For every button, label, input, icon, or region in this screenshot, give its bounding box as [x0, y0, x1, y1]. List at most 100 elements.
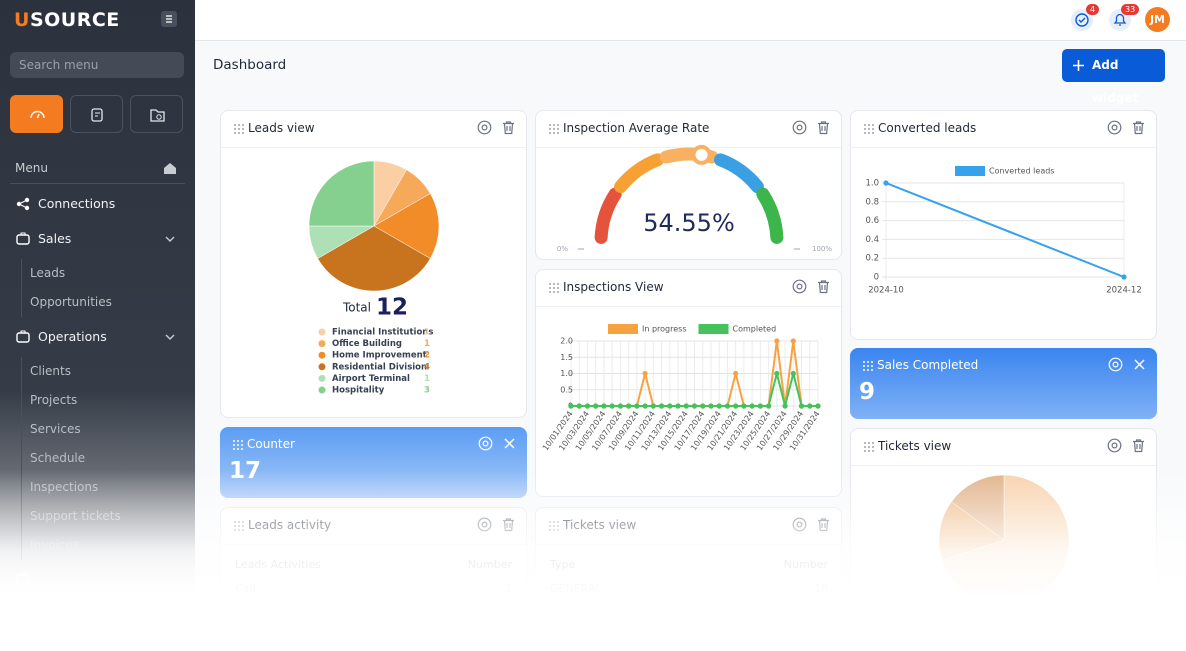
widget-actions — [1107, 438, 1146, 457]
widget-value: 9 — [859, 379, 876, 405]
widget-card: Converted leads — [850, 110, 1157, 340]
drag-handle[interactable] — [548, 282, 560, 294]
delete-icon[interactable] — [816, 279, 831, 294]
add-widget-label: Add widget — [1092, 58, 1139, 105]
delete-icon[interactable] — [1131, 438, 1146, 453]
notifications-badge: 33 — [1121, 4, 1140, 15]
tasks-icon[interactable] — [1070, 8, 1094, 32]
drag-handle[interactable] — [863, 123, 875, 135]
sales-icon — [16, 232, 30, 245]
widget-actions — [792, 517, 831, 536]
table-cell: 18 — [814, 582, 828, 595]
table-cell: GENERAL — [550, 582, 602, 595]
drag-handle[interactable] — [548, 123, 560, 135]
drag-handle[interactable] — [233, 520, 245, 532]
submenu-item[interactable]: Opportunities — [30, 295, 112, 309]
settings-icon[interactable] — [792, 517, 807, 532]
widget-card: Tickets view — [850, 428, 1157, 628]
widget-actions — [477, 517, 516, 536]
submenu-item[interactable]: Inspections — [30, 480, 99, 494]
settings-icon[interactable] — [478, 436, 493, 451]
chevron[interactable] — [164, 233, 176, 245]
widget-title: Tickets view — [878, 439, 952, 453]
menu-item[interactable]: Operations — [38, 329, 107, 344]
reports-button[interactable] — [70, 95, 123, 133]
widget-title: Leads activity — [248, 518, 332, 532]
close-icon[interactable] — [502, 436, 517, 451]
close-icon[interactable] — [1132, 357, 1147, 372]
widget-card: Leads activity — [220, 507, 527, 637]
widget-header: Leads activity — [221, 508, 526, 545]
dashboard-button[interactable] — [10, 95, 63, 133]
table-cell: 1 — [505, 582, 512, 595]
widget-header: Counter — [220, 427, 527, 463]
widget-header: Tickets view — [851, 429, 1156, 466]
settings-icon[interactable] — [1108, 357, 1123, 372]
widget-value: 17 — [229, 458, 262, 484]
widget-title: Leads view — [248, 121, 315, 135]
home-icon[interactable] — [162, 160, 178, 176]
widget-header: Tickets view — [536, 508, 841, 545]
widget-card: Leads view — [220, 110, 527, 418]
menu-item[interactable]: Purchasing/ — [38, 571, 105, 585]
search-input[interactable]: Search menu — [10, 52, 184, 78]
settings-icon[interactable] — [477, 517, 492, 532]
widget-actions — [1108, 357, 1147, 376]
settings-icon[interactable] — [792, 279, 807, 294]
submenu-item[interactable]: Support tickets — [30, 509, 121, 523]
menu-heading: Menu — [15, 161, 48, 175]
widget-title: Inspections View — [563, 280, 664, 294]
delete-icon[interactable] — [816, 517, 831, 532]
logo[interactable]: USOURCE — [14, 9, 120, 31]
drag-handle[interactable] — [233, 123, 245, 135]
report-icon — [91, 108, 103, 122]
delete-icon[interactable] — [501, 517, 516, 532]
widget-header: Inspections View — [536, 270, 841, 307]
submenu-item[interactable]: Schedule — [30, 451, 86, 465]
menu-item[interactable]: Connections — [38, 196, 116, 211]
menu-icon — [166, 15, 172, 23]
widget-header: Leads view — [221, 111, 526, 148]
share-icon — [16, 197, 30, 211]
widget-actions — [1107, 120, 1146, 139]
delete-icon[interactable] — [816, 120, 831, 135]
settings-icon[interactable] — [477, 120, 492, 135]
submenu-item[interactable]: Clients — [30, 364, 71, 378]
widget-card: Sales Completed 9 — [850, 348, 1157, 419]
submenu-item[interactable]: Services — [30, 422, 81, 436]
menu-item[interactable]: Sales — [38, 231, 72, 246]
drag-handle[interactable] — [863, 441, 875, 453]
submenu-item[interactable]: Leads — [30, 266, 66, 280]
submenu-item[interactable]: Invoices — [30, 538, 80, 552]
widget-card: Counter 17 — [220, 427, 527, 498]
avatar[interactable]: JM — [1145, 7, 1170, 32]
widget-title: Counter — [247, 437, 295, 451]
settings-icon[interactable] — [1107, 120, 1122, 135]
cart-icon — [16, 572, 30, 585]
settings-icon[interactable] — [792, 120, 807, 135]
add-widget-button[interactable]: Add widget — [1062, 49, 1165, 105]
widget-actions — [792, 279, 831, 298]
submenu-line — [21, 357, 22, 560]
delete-icon[interactable] — [1131, 120, 1146, 135]
chevron[interactable] — [164, 331, 176, 343]
sidebar: USOURCE Search menu Menu Connections Sale… — [0, 0, 195, 651]
widget-title: Inspection Average Rate — [563, 121, 710, 135]
drag-handle[interactable] — [862, 360, 874, 372]
delete-icon[interactable] — [501, 120, 516, 135]
widget-actions — [477, 120, 516, 139]
menu-toggle[interactable] — [161, 11, 177, 27]
settings-icon[interactable] — [1107, 438, 1122, 453]
page-title: Dashboard — [213, 57, 287, 73]
table-header: Number — [467, 558, 512, 571]
widget-card: Tickets view — [535, 507, 842, 637]
drag-handle[interactable] — [232, 439, 244, 451]
plus-icon — [1073, 60, 1084, 71]
drag-handle[interactable] — [548, 520, 560, 532]
search-files-button[interactable] — [130, 95, 183, 133]
widget-header: Inspection Average Rate — [536, 111, 841, 148]
widget-title: Tickets view — [563, 518, 637, 532]
gauge-icon — [30, 110, 45, 119]
submenu-item[interactable]: Projects — [30, 393, 78, 407]
